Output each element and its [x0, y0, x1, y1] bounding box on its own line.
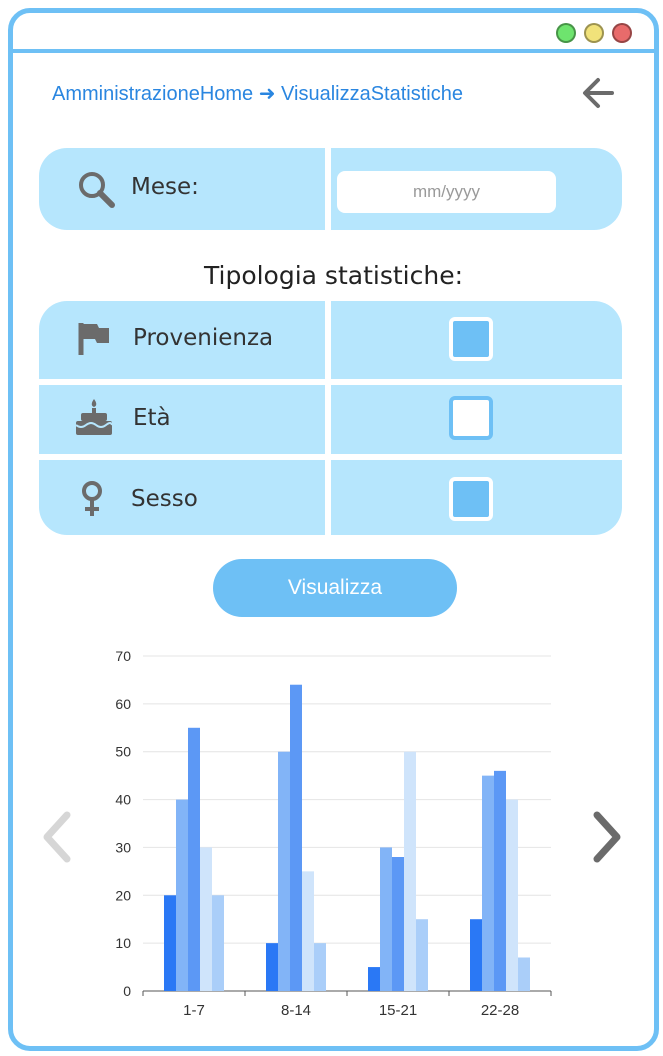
option-checkbox-cell: [331, 460, 622, 535]
y-tick-label: 60: [115, 696, 131, 712]
bar: [188, 727, 200, 991]
x-tick-label: 1-7: [183, 1002, 205, 1019]
y-tick-label: 30: [115, 839, 131, 855]
chevron-right-icon[interactable]: [591, 809, 625, 865]
bar: [266, 943, 278, 991]
bar-chart: 0 10 20 30 40 50 60 70 1-7 8-14 15-21 22-28: [115, 648, 552, 1019]
app-window: AmministrazioneHome ➜ VisualizzaStatisti…: [8, 8, 659, 1051]
option-label-cell: Sesso: [39, 460, 325, 535]
y-tick-label: 0: [123, 983, 131, 999]
bar: [302, 871, 314, 991]
flag-icon: [78, 323, 109, 355]
bar: [482, 775, 494, 991]
search-icon: [79, 172, 115, 208]
bar: [380, 847, 392, 991]
close-button[interactable]: [612, 23, 632, 43]
bar: [176, 799, 188, 991]
bar: [470, 919, 482, 991]
bar: [404, 751, 416, 991]
option-checkbox-cell: [331, 385, 622, 454]
bar: [518, 957, 530, 991]
month-label-cell: Mese:: [39, 148, 325, 230]
bar: [290, 684, 302, 991]
y-tick-label: 20: [115, 887, 131, 903]
month-label: Mese:: [131, 174, 199, 200]
x-tick-label: 15-21: [379, 1002, 417, 1019]
option-row-eta: Età: [39, 385, 622, 454]
breadcrumb[interactable]: AmministrazioneHome ➜ VisualizzaStatisti…: [52, 83, 463, 105]
eta-checkbox[interactable]: [449, 396, 493, 440]
option-label: Provenienza: [133, 325, 274, 351]
option-label-cell: Età: [39, 385, 325, 454]
bar: [164, 895, 176, 991]
bar: [494, 770, 506, 991]
bar: [392, 857, 404, 991]
bar: [212, 895, 224, 991]
bar: [200, 847, 212, 991]
cake-icon: [75, 399, 113, 435]
bar: [368, 967, 380, 991]
option-row-sesso: Sesso: [39, 460, 622, 535]
title-bar: [13, 13, 654, 53]
bar: [506, 799, 518, 991]
minimize-button[interactable]: [584, 23, 604, 43]
y-tick-label: 50: [115, 744, 131, 760]
provenienza-checkbox[interactable]: [449, 317, 493, 361]
option-label: Età: [133, 405, 171, 431]
option-checkbox-cell: [331, 301, 622, 379]
x-tick-label: 8-14: [281, 1002, 311, 1019]
sesso-checkbox[interactable]: [449, 477, 493, 521]
visualizza-button[interactable]: Visualizza: [213, 559, 457, 617]
chevron-left-icon[interactable]: [39, 809, 73, 865]
month-input[interactable]: [337, 171, 556, 213]
divider: [325, 385, 331, 454]
divider: [325, 148, 331, 230]
y-tick-label: 40: [115, 792, 131, 808]
option-label: Sesso: [131, 486, 198, 512]
back-arrow-icon[interactable]: [578, 73, 618, 113]
option-row-provenienza: Provenienza: [39, 301, 622, 379]
y-tick-label: 10: [115, 935, 131, 951]
female-icon: [82, 481, 102, 516]
divider: [325, 460, 331, 535]
stats-type-heading: Tipologia statistiche:: [204, 261, 463, 290]
bar: [278, 751, 290, 991]
y-tick-label: 70: [115, 648, 131, 664]
x-tick-label: 22-28: [481, 1002, 519, 1019]
bar: [314, 943, 326, 991]
option-label-cell: Provenienza: [39, 301, 325, 379]
bar: [416, 919, 428, 991]
divider: [325, 301, 331, 379]
maximize-button[interactable]: [556, 23, 576, 43]
